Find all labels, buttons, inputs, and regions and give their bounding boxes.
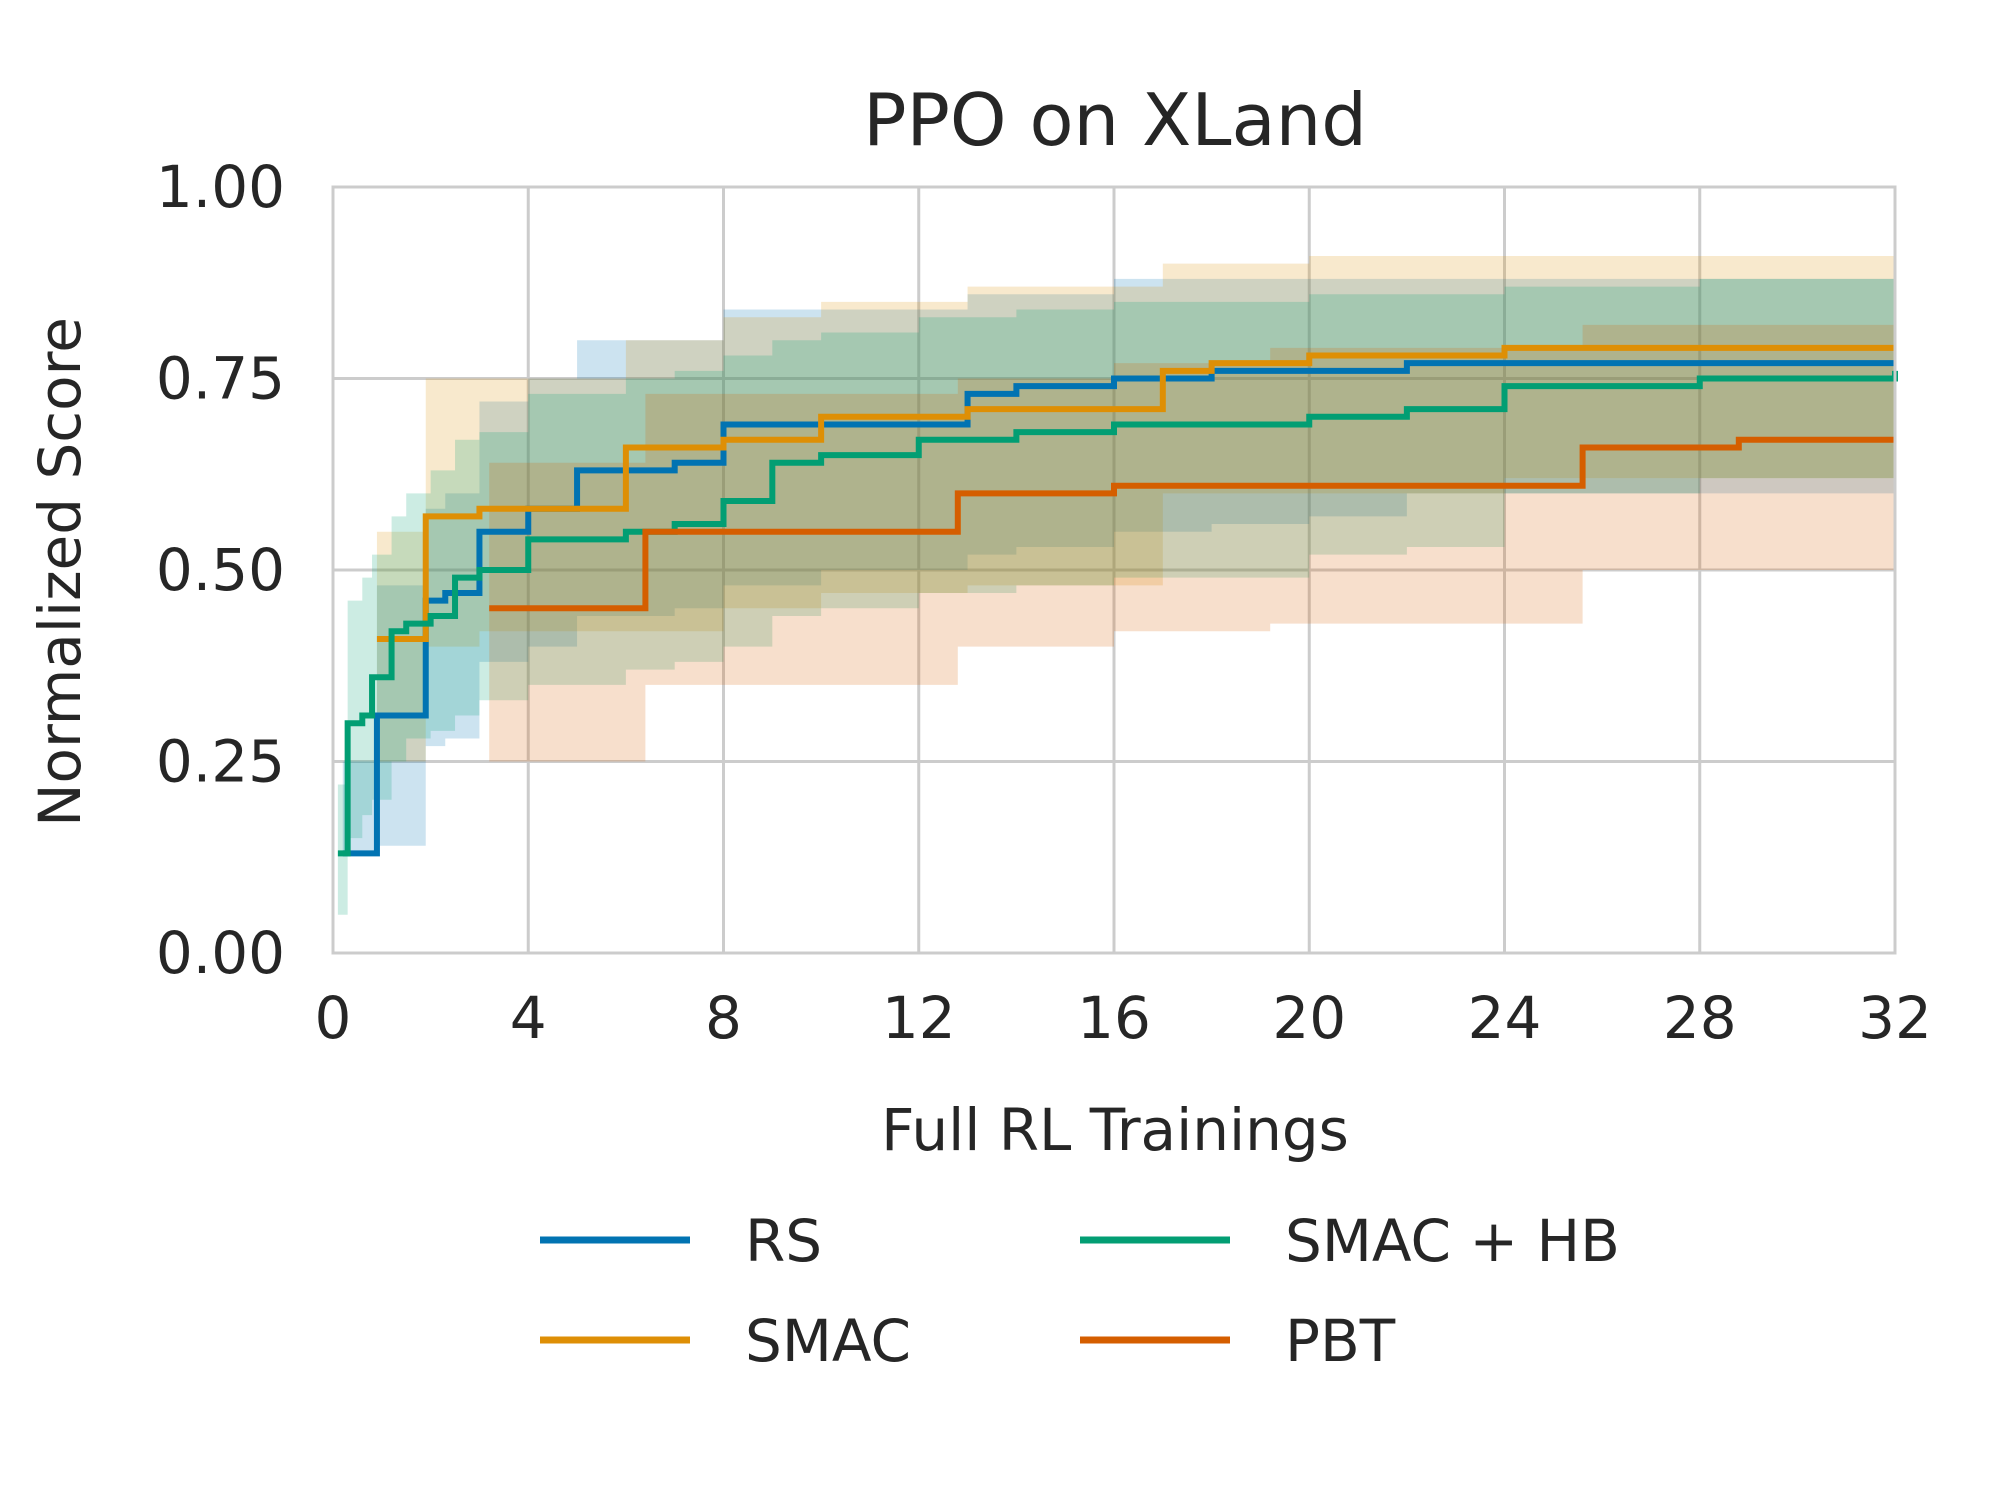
legend-label-rs: RS	[745, 1207, 822, 1275]
plot-frame	[331, 185, 1897, 955]
y-tick-label: 0.50	[156, 536, 285, 604]
x-tick-label: 4	[510, 984, 547, 1052]
x-tick-label: 28	[1663, 984, 1737, 1052]
y-tick-label: 0.75	[156, 345, 285, 413]
x-tick-label: 16	[1077, 984, 1151, 1052]
band-smac	[376, 255, 1895, 762]
x-tick-label: 24	[1468, 984, 1542, 1052]
x-tick-label: 20	[1272, 984, 1346, 1052]
series-line-smac-hb	[337, 370, 1898, 857]
band-pbt	[489, 324, 1896, 762]
series-line-smac	[376, 344, 1895, 642]
x-tick-label: 0	[315, 984, 352, 1052]
series-line-pbt	[489, 436, 1895, 612]
series-line-rs	[342, 360, 1895, 857]
x-tick-label: 8	[705, 984, 742, 1052]
x-tick-labels: 0 4 8 12 16 20 24 28 32	[315, 984, 1932, 1052]
y-tick-label: 1.00	[156, 153, 285, 221]
y-tick-labels: 0.00 0.25 0.50 0.75 1.00	[156, 153, 285, 987]
legend-label-pbt: PBT	[1285, 1307, 1396, 1375]
x-tick-label: 32	[1858, 984, 1932, 1052]
x-tick-label: 12	[882, 984, 956, 1052]
legend-label-smac: SMAC	[745, 1307, 911, 1375]
chart-title: PPO on XLand	[863, 78, 1367, 162]
y-tick-label: 0.00	[156, 919, 285, 987]
y-axis-label: Normalized Score	[26, 317, 94, 827]
x-axis-label: Full RL Trainings	[881, 1096, 1349, 1164]
y-tick-label: 0.25	[156, 728, 285, 796]
legend-label-smac-hb: SMAC + HB	[1285, 1207, 1620, 1275]
confidence-bands	[337, 255, 1896, 915]
series-lines	[337, 344, 1898, 857]
legend: RS SMAC + HB SMAC PBT	[540, 1207, 1620, 1375]
